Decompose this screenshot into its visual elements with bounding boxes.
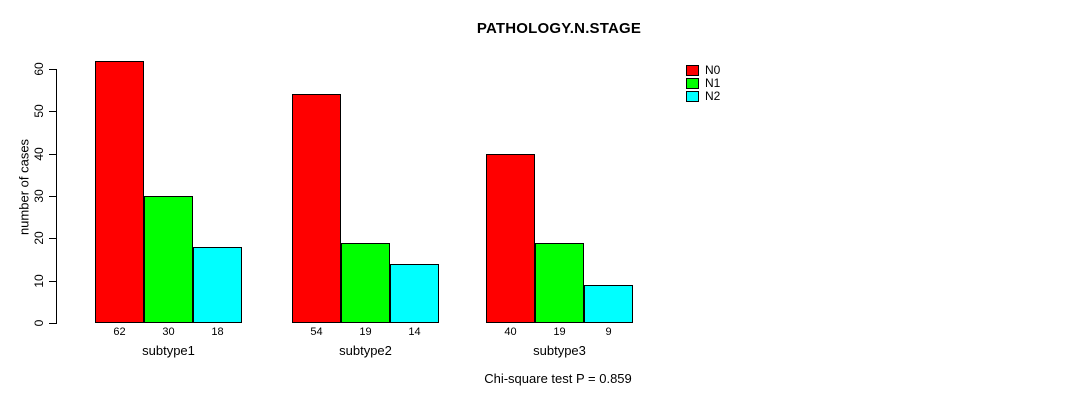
y-tick	[49, 153, 56, 155]
y-tick	[49, 323, 56, 324]
legend-swatch-n0	[686, 65, 699, 76]
y-tick	[49, 196, 56, 197]
bar-value-label: 19	[553, 326, 566, 338]
y-tick-label: 30	[32, 189, 46, 203]
bar-value-label: 62	[113, 326, 126, 338]
bar-n1-subtype3	[535, 242, 584, 323]
y-tick-label: 0	[32, 319, 46, 327]
legend-entry-n0: N0	[686, 63, 721, 77]
legend-swatch-n1	[686, 78, 699, 89]
bar-value-label: 18	[211, 326, 224, 338]
y-tick-label: 50	[32, 104, 46, 119]
y-tick	[49, 238, 56, 240]
legend-swatch-n2	[686, 91, 699, 102]
bar-n0-subtype2	[292, 94, 341, 323]
y-axis-label: number of cases	[16, 138, 32, 236]
y-tick-label: 40	[32, 146, 46, 161]
bar-n1-subtype2	[341, 242, 390, 323]
chi-square-annotation: Chi-square test P = 0.859	[484, 371, 632, 386]
chart-title: PATHOLOGY.N.STAGE	[476, 20, 642, 37]
legend-entry-n1: N1	[686, 76, 721, 90]
category-label-subtype3: subtype3	[533, 343, 586, 358]
bar-n2-subtype2	[390, 263, 439, 323]
bar-n2-subtype3	[584, 284, 633, 323]
bar-n1-subtype1	[144, 196, 193, 323]
bar-value-label: 30	[162, 326, 175, 338]
legend-label: N0	[705, 63, 721, 77]
bar-value-label: 40	[504, 326, 517, 338]
legend-entry-n2: N2	[686, 89, 721, 103]
legend-label: N1	[705, 76, 721, 90]
bar-value-label: 14	[408, 326, 421, 338]
bar-value-label: 19	[359, 326, 372, 338]
y-axis-line	[56, 69, 57, 324]
bar-n0-subtype3	[486, 153, 535, 323]
legend: N0 N1 N2	[686, 63, 721, 103]
y-tick	[49, 280, 56, 282]
category-label-subtype2: subtype2	[339, 343, 392, 358]
y-tick	[49, 111, 56, 113]
y-tick	[49, 69, 56, 70]
y-tick-label: 10	[32, 273, 46, 288]
category-label-subtype1: subtype1	[142, 343, 195, 358]
bar-value-label: 9	[605, 326, 612, 338]
bar-n0-subtype1	[95, 60, 144, 323]
bar-n2-subtype1	[193, 246, 242, 323]
y-tick-label: 20	[32, 231, 46, 246]
bar-value-label: 54	[310, 326, 323, 338]
legend-label: N2	[705, 89, 721, 103]
y-tick-label: 60	[32, 62, 46, 76]
